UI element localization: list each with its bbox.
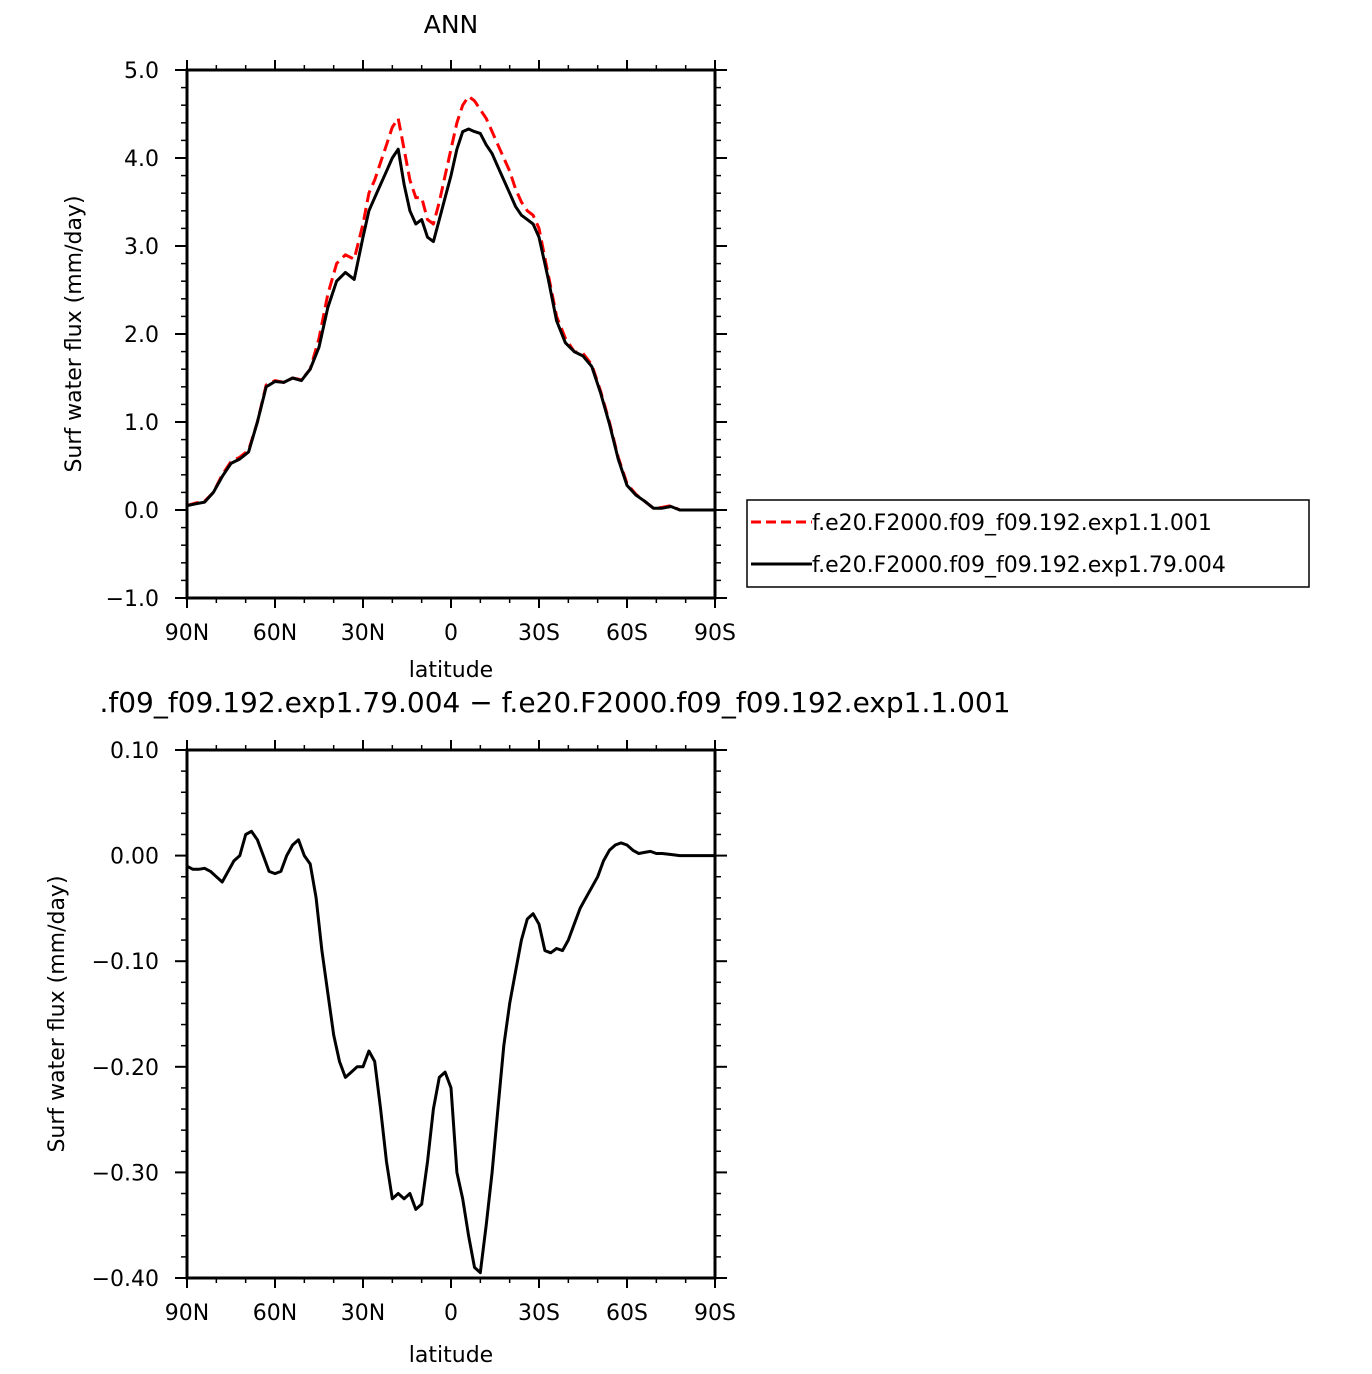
top-chart-frame [185,68,717,600]
y-tick-label: −1.0 [106,587,159,612]
bottom-chart-frame [185,748,717,1280]
y-tick-label: −0.30 [92,1161,159,1186]
y-tick-label: 4.0 [124,147,159,172]
top-chart-series [186,94,715,512]
x-tick-label: 60N [253,1301,297,1326]
legend-label-series-1: f.e20.F2000.f09_f09.192.exp1.1.001 [812,511,1212,536]
top-chart-panel: ANN 90N 60N 30N 0 30S 60S 90S 5.0 4.0 3.0 2.0 1.0 0.… [62,10,736,683]
x-tick-label: 30N [341,1301,385,1326]
x-tick-label: 60S [606,621,648,646]
x-tick-label: 90N [165,1301,209,1326]
x-tick-label: 90N [165,621,209,646]
top-chart-xlabel: latitude [409,658,493,683]
x-tick-label: 60S [606,1301,648,1326]
y-tick-label: 5.0 [124,59,159,84]
bottom-chart-ylabel: Surf water flux (mm/day) [45,875,70,1152]
y-tick-label: −0.10 [92,950,159,975]
bottom-chart-xlabel: latitude [409,1343,493,1368]
y-tick-label: 2.0 [124,323,159,348]
x-tick-label: 30S [518,1301,560,1326]
legend: f.e20.F2000.f09_f09.192.exp1.1.001 f.e20… [746,499,1310,588]
legend-box [746,499,1310,588]
top-chart-title: ANN [424,10,479,39]
x-tick-label: 30N [341,621,385,646]
series-line-1 [186,829,715,1275]
y-tick-label: 0.00 [110,845,159,870]
y-tick-label: 0.0 [124,499,159,524]
y-tick-label: 0.10 [110,739,159,764]
legend-label-series-2: f.e20.F2000.f09_f09.192.exp1.79.004 [812,553,1226,578]
x-tick-label: 30S [518,621,560,646]
bottom-chart-ticks: 90N 60N 30N 0 30S 60S 90S 0.10 0.00 −0.10 −0.20 −0.… [92,739,736,1326]
y-tick-label: −0.20 [92,1056,159,1081]
bottom-chart-title: .f09_f09.192.exp1.79.004 − f.e20.F2000.f… [99,686,1010,719]
y-tick-label: −0.40 [92,1267,159,1292]
series-line-2 [186,127,715,512]
y-tick-label: 3.0 [124,235,159,260]
bottom-chart-panel: .f09_f09.192.exp1.79.004 − f.e20.F2000.f… [45,686,1011,1368]
top-chart-ylabel: Surf water flux (mm/day) [62,195,87,472]
x-tick-label: 0 [444,1301,458,1326]
x-tick-label: 90S [694,1301,736,1326]
series-line-1 [186,94,715,512]
x-tick-label: 0 [444,621,458,646]
x-tick-label: 60N [253,621,297,646]
top-chart-ticks: 90N 60N 30N 0 30S 60S 90S 5.0 4.0 3.0 2.0 1.0 0.0 −1.… [106,59,736,646]
bottom-chart-series [186,829,715,1275]
x-tick-label: 90S [694,621,736,646]
y-tick-label: 1.0 [124,411,159,436]
